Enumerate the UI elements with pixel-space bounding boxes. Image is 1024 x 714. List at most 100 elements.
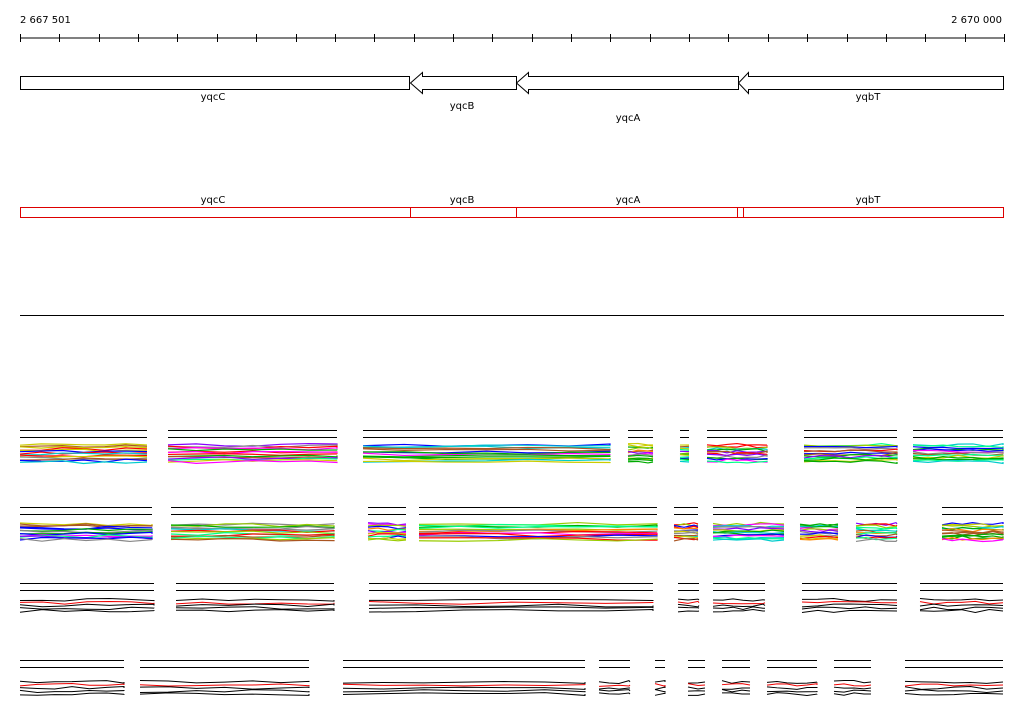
profile-line [766,683,818,687]
profile-line [687,683,706,686]
profile-line [418,530,658,535]
profile-line [367,531,407,535]
gene-arrow [515,71,739,95]
profile-line [912,454,1004,459]
profile-line [833,686,872,690]
feature-label: yqcA [616,195,641,206]
profile-line [712,538,785,542]
profile-line [367,529,407,534]
feature-label: yqbT [856,195,882,206]
profile-line [904,689,1004,693]
profile-line [19,536,153,541]
profile-line [19,598,155,602]
profile-line [170,529,335,533]
profile-line [712,609,766,613]
profile-line [598,687,631,690]
profile-line [687,686,706,690]
profile-line [803,449,898,453]
profile-line [855,537,898,541]
profile-line [170,527,335,531]
profile-line [175,609,335,613]
profile-line [679,460,690,463]
profile-line [919,609,1004,613]
profile-line [801,598,898,602]
profile-line [362,446,611,451]
profile-line [721,692,751,695]
profile-line [799,537,839,541]
profile-line [598,680,631,684]
profile-line [19,680,125,684]
profile-line [139,689,310,693]
profile-line [167,442,338,447]
feature-box [743,207,1004,218]
profile-line [167,456,338,461]
gene-arrows [20,71,1004,95]
profile-line [598,689,631,692]
profile-line [941,523,1004,527]
profile-line [19,460,148,465]
profile-line [833,692,872,696]
profile-line [139,683,310,687]
profile-line [418,537,658,542]
profile-line [904,680,1004,684]
profile-line [799,527,839,531]
feature-label: yqcC [201,195,226,206]
profile-line [687,681,706,684]
profile-line [19,692,125,696]
profile-line [799,535,839,540]
profile-line [167,444,338,449]
profile-line [362,451,611,455]
profile-line [706,452,768,457]
profile-line [677,606,700,609]
profile-line [368,606,654,609]
profile-line [627,454,654,458]
profile-line [803,447,898,450]
ruler-ticks [20,34,1005,42]
profile-line [342,689,586,693]
ruler-end: 2 670 000 [951,15,1002,26]
profile-line [367,533,407,537]
profile-line [941,533,1004,537]
profile-line [712,533,785,538]
feature-box [737,207,744,218]
profile-line [362,445,611,449]
profile-line [175,606,335,610]
profile-line [706,447,768,451]
profile-line [833,683,872,687]
profile-line [627,457,654,460]
profile-line [941,534,1004,539]
profile-line [706,460,768,464]
profile-line [418,528,658,533]
profile-line [170,524,335,529]
expression-tracks [19,430,1004,696]
profile-line [627,453,654,457]
profile-line [673,535,699,539]
profile-line [19,686,125,690]
profile-line [368,600,654,605]
gene-box [20,76,410,90]
profile-line [855,524,898,529]
profile-line [418,537,658,541]
profile-line [19,689,125,693]
profile-line [941,524,1004,528]
profile-line [677,600,700,604]
profile-line [721,689,751,693]
profile-line [19,683,125,687]
profile-line [803,459,898,465]
profile-line [170,530,335,535]
gene-label: yqcC [201,92,226,103]
gene-arrow [409,71,517,95]
profile-line [19,606,155,610]
profile-line [19,445,148,449]
profile-line [19,609,155,613]
profile-line [342,681,586,684]
profile-line [167,459,338,463]
profile-line [654,686,666,690]
profile-line [598,684,631,687]
profile-line [941,529,1004,534]
profile-line [721,683,751,686]
profile-line [367,524,407,528]
profile-line [706,453,768,457]
profile-line [139,692,310,696]
